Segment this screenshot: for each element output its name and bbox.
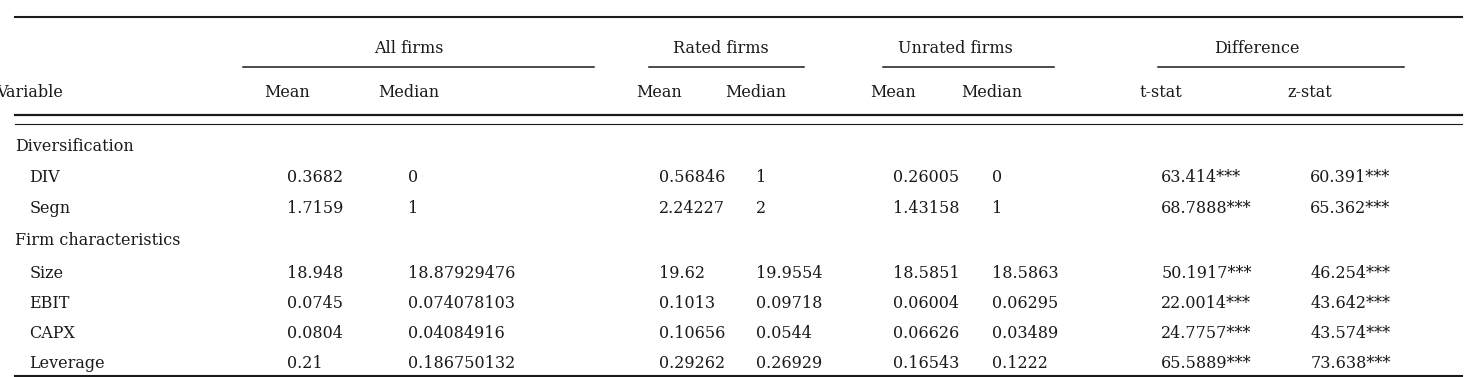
Text: 68.7888***: 68.7888*** (1161, 200, 1252, 217)
Text: 0.0544: 0.0544 (756, 325, 812, 342)
Text: Median: Median (725, 84, 786, 101)
Text: 18.948: 18.948 (287, 265, 343, 282)
Text: 18.5851: 18.5851 (894, 265, 960, 282)
Text: 0.0745: 0.0745 (287, 294, 343, 311)
Text: 0.1013: 0.1013 (659, 294, 715, 311)
Text: Variable: Variable (0, 84, 62, 101)
Text: 19.62: 19.62 (659, 265, 705, 282)
Text: 0.21: 0.21 (287, 356, 322, 372)
Text: t-stat: t-stat (1140, 84, 1183, 101)
Text: 65.5889***: 65.5889*** (1161, 356, 1252, 372)
Text: 0.074078103: 0.074078103 (409, 294, 515, 311)
Text: 1: 1 (409, 200, 418, 217)
Text: Mean: Mean (637, 84, 682, 101)
Text: Rated firms: Rated firms (674, 40, 770, 57)
Text: 0.06004: 0.06004 (894, 294, 960, 311)
Text: 18.87929476: 18.87929476 (409, 265, 515, 282)
Text: 1: 1 (993, 200, 1001, 217)
Text: 1.43158: 1.43158 (894, 200, 960, 217)
Text: Mean: Mean (870, 84, 916, 101)
Text: 0.0804: 0.0804 (287, 325, 343, 342)
Text: Median: Median (962, 84, 1022, 101)
Text: 73.638***: 73.638*** (1310, 356, 1391, 372)
Text: 50.1917***: 50.1917*** (1161, 265, 1251, 282)
Text: 0.06295: 0.06295 (993, 294, 1058, 311)
Text: Leverage: Leverage (30, 356, 105, 372)
Text: 0.03489: 0.03489 (993, 325, 1058, 342)
Text: 43.574***: 43.574*** (1310, 325, 1390, 342)
Text: 0.26005: 0.26005 (894, 169, 960, 186)
Text: Firm characteristics: Firm characteristics (15, 233, 180, 250)
Text: 19.9554: 19.9554 (756, 265, 823, 282)
Text: 24.7757***: 24.7757*** (1161, 325, 1251, 342)
Text: Segn: Segn (30, 200, 71, 217)
Text: 0: 0 (993, 169, 1001, 186)
Text: 0.10656: 0.10656 (659, 325, 725, 342)
Text: 1.7159: 1.7159 (287, 200, 343, 217)
Text: EBIT: EBIT (30, 294, 69, 311)
Text: 63.414***: 63.414*** (1161, 169, 1241, 186)
Text: 46.254***: 46.254*** (1310, 265, 1390, 282)
Text: Difference: Difference (1214, 40, 1300, 57)
Text: 22.0014***: 22.0014*** (1161, 294, 1251, 311)
Text: 0.06626: 0.06626 (894, 325, 960, 342)
Text: All firms: All firms (374, 40, 443, 57)
Text: 0.29262: 0.29262 (659, 356, 725, 372)
Text: 2: 2 (756, 200, 767, 217)
Text: 0.1222: 0.1222 (993, 356, 1047, 372)
Text: 0.56846: 0.56846 (659, 169, 725, 186)
Text: Unrated firms: Unrated firms (898, 40, 1013, 57)
Text: CAPX: CAPX (30, 325, 75, 342)
Text: DIV: DIV (30, 169, 61, 186)
Text: 0.186750132: 0.186750132 (409, 356, 515, 372)
Text: Diversification: Diversification (15, 138, 133, 155)
Text: 18.5863: 18.5863 (993, 265, 1059, 282)
Text: z-stat: z-stat (1288, 84, 1332, 101)
Text: 0.04084916: 0.04084916 (409, 325, 505, 342)
Text: 60.391***: 60.391*** (1310, 169, 1390, 186)
Text: 1: 1 (756, 169, 767, 186)
Text: 65.362***: 65.362*** (1310, 200, 1390, 217)
Text: 0.3682: 0.3682 (287, 169, 343, 186)
Text: 43.642***: 43.642*** (1310, 294, 1390, 311)
Text: 0.16543: 0.16543 (894, 356, 960, 372)
Text: 0.26929: 0.26929 (756, 356, 823, 372)
Text: Size: Size (30, 265, 64, 282)
Text: 0: 0 (409, 169, 418, 186)
Text: Median: Median (378, 84, 439, 101)
Text: Mean: Mean (264, 84, 310, 101)
Text: 0.09718: 0.09718 (756, 294, 823, 311)
Text: 2.24227: 2.24227 (659, 200, 725, 217)
